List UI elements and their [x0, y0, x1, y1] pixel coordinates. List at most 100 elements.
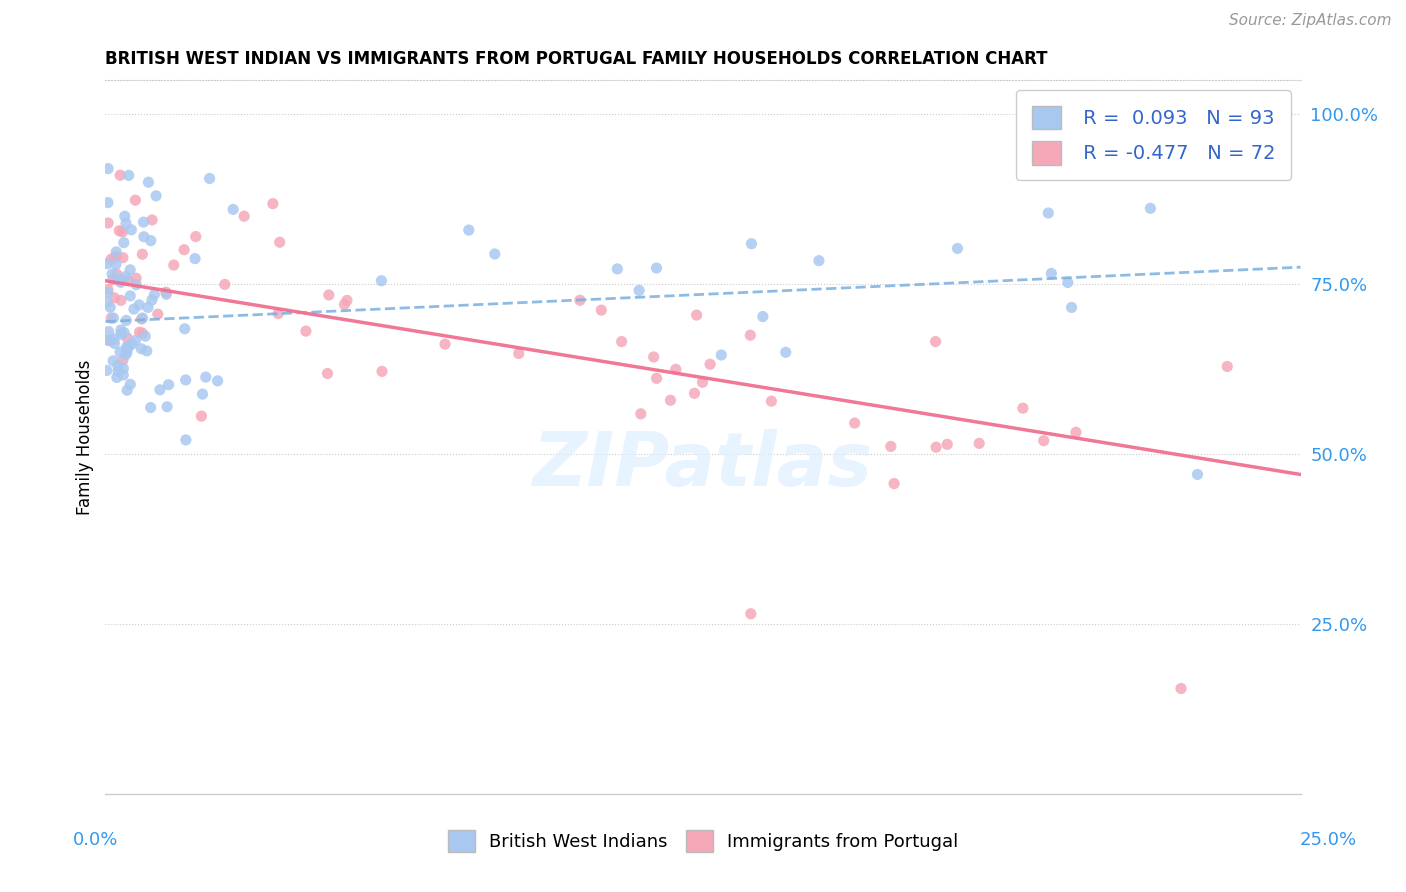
Point — [198, 171, 221, 186]
Point — [1012, 401, 1035, 416]
Point — [129, 342, 152, 356]
Point — [844, 416, 866, 430]
Point — [131, 326, 153, 341]
Point — [124, 334, 146, 348]
Point — [115, 340, 138, 354]
Point — [108, 168, 131, 182]
Point — [97, 285, 120, 300]
Point — [112, 326, 135, 340]
Point — [100, 311, 122, 326]
Point — [107, 364, 129, 378]
Point — [117, 339, 139, 353]
Point — [710, 348, 733, 362]
Point — [173, 322, 195, 336]
Point — [1170, 681, 1192, 696]
Y-axis label: Family Households: Family Households — [76, 359, 94, 515]
Point — [107, 359, 129, 373]
Point — [318, 288, 340, 302]
Point — [880, 439, 903, 453]
Point — [110, 293, 132, 308]
Point — [295, 324, 318, 338]
Point — [683, 386, 706, 401]
Point — [145, 189, 167, 203]
Point — [336, 293, 359, 308]
Point — [630, 407, 652, 421]
Point — [155, 287, 177, 301]
Point — [103, 332, 125, 346]
Point — [659, 393, 682, 408]
Point — [1139, 202, 1161, 216]
Point — [628, 284, 651, 298]
Point — [121, 337, 143, 351]
Point — [110, 275, 132, 289]
Point — [117, 274, 139, 288]
Point — [967, 436, 990, 450]
Point — [699, 357, 721, 371]
Point — [124, 193, 146, 207]
Point — [115, 216, 138, 230]
Point — [105, 370, 128, 384]
Point — [740, 236, 762, 251]
Point — [136, 301, 159, 315]
Point — [115, 346, 138, 360]
Point — [370, 274, 392, 288]
Point — [1064, 425, 1087, 440]
Point — [214, 277, 236, 292]
Text: ZIPatlas: ZIPatlas — [533, 429, 873, 502]
Point — [112, 368, 135, 382]
Text: Source: ZipAtlas.com: Source: ZipAtlas.com — [1229, 13, 1392, 29]
Legend:  R =  0.093   N = 93,  R = -0.477   N = 72: R = 0.093 N = 93, R = -0.477 N = 72 — [1017, 90, 1291, 180]
Point — [692, 376, 714, 390]
Point — [120, 289, 142, 303]
Point — [128, 298, 150, 312]
Point — [135, 343, 157, 358]
Point — [1060, 301, 1083, 315]
Point — [114, 269, 136, 284]
Point — [125, 271, 148, 285]
Point — [752, 310, 775, 324]
Text: BRITISH WEST INDIAN VS IMMIGRANTS FROM PORTUGAL FAMILY HOUSEHOLDS CORRELATION CH: BRITISH WEST INDIAN VS IMMIGRANTS FROM P… — [105, 50, 1047, 68]
Point — [685, 308, 707, 322]
Point — [149, 383, 172, 397]
Point — [924, 334, 946, 349]
Point — [111, 225, 134, 239]
Point — [98, 334, 121, 348]
Point — [110, 327, 132, 342]
Point — [101, 273, 124, 287]
Point — [97, 216, 120, 230]
Point — [222, 202, 245, 217]
Point — [508, 346, 530, 360]
Point — [111, 251, 134, 265]
Point — [643, 350, 665, 364]
Point — [134, 329, 156, 343]
Point — [128, 325, 150, 339]
Point — [105, 267, 128, 281]
Point — [104, 250, 127, 264]
Point — [104, 257, 127, 271]
Point — [194, 370, 217, 384]
Point — [457, 223, 479, 237]
Legend: British West Indians, Immigrants from Portugal: British West Indians, Immigrants from Po… — [439, 821, 967, 861]
Point — [125, 277, 148, 292]
Point — [112, 235, 135, 250]
Point — [120, 377, 142, 392]
Point — [108, 345, 131, 359]
Point — [101, 354, 124, 368]
Point — [108, 224, 131, 238]
Point — [1056, 276, 1078, 290]
Point — [132, 229, 155, 244]
Point — [114, 348, 136, 362]
Point — [645, 371, 668, 385]
Point — [936, 437, 959, 451]
Point — [100, 252, 122, 267]
Point — [1032, 434, 1054, 448]
Point — [105, 244, 128, 259]
Point — [107, 272, 129, 286]
Point — [114, 209, 136, 223]
Point — [316, 367, 339, 381]
Point — [105, 249, 128, 263]
Point — [157, 377, 180, 392]
Point — [191, 387, 214, 401]
Point — [568, 293, 591, 308]
Point — [143, 287, 166, 301]
